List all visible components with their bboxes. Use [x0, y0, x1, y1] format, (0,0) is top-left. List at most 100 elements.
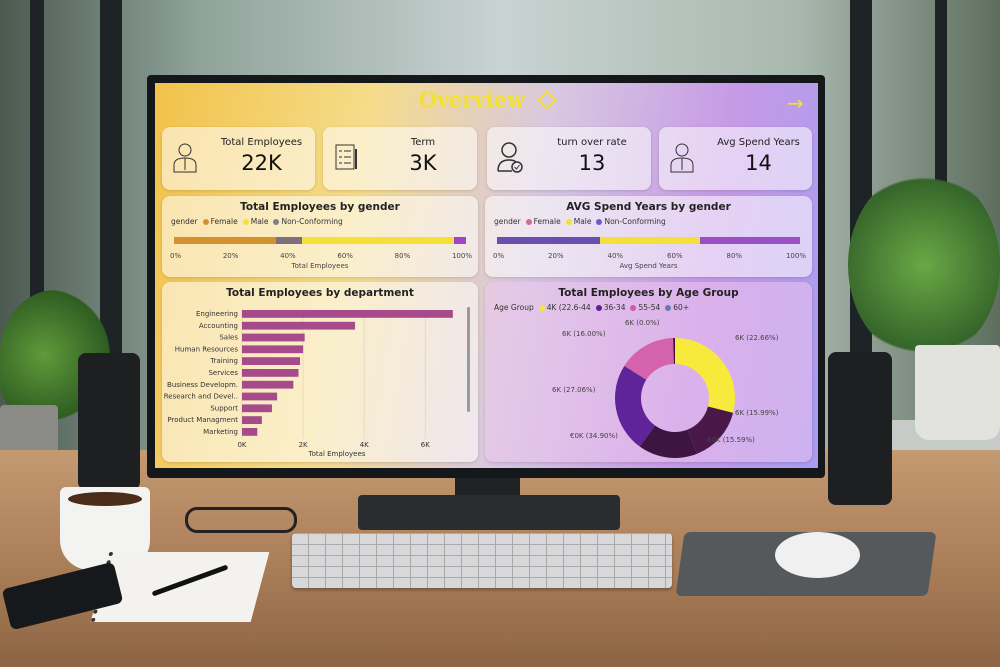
donut-slice[interactable]: [639, 425, 698, 458]
chart-employees-by-gender: Total Employees by gender gender Female Ma…: [162, 196, 478, 277]
bar-segment[interactable]: [174, 237, 277, 244]
speaker-left: [78, 353, 140, 490]
tick-label: 40%: [607, 252, 624, 260]
coffee: [68, 492, 142, 506]
legend-item: Male: [573, 217, 592, 226]
legend-title: Age Group: [494, 303, 534, 312]
legend-item: Female: [210, 217, 238, 226]
tick-label: 0%: [493, 252, 505, 260]
chart-title: AVG Spend Years by gender: [566, 201, 731, 213]
category-label: Engineering: [196, 310, 238, 318]
donut-slice[interactable]: [615, 365, 656, 447]
slice-label: 60K (15.59%): [707, 436, 755, 444]
tick-label: 60%: [667, 252, 683, 260]
bar[interactable]: [242, 333, 305, 342]
legend-item: Non-Conforming: [281, 217, 343, 226]
keyboard[interactable]: [292, 533, 672, 588]
slice-label: 6K (15.99%): [735, 409, 779, 417]
chart-legend: Age Group 4K (22.6-44 36-34 55-54 60+: [494, 303, 689, 312]
tick-label: 0%: [170, 252, 182, 260]
department-bar-chart: Engineering Accounting Sales Human Resource…: [164, 309, 453, 458]
bar[interactable]: [242, 321, 356, 330]
tick-label: 20%: [548, 252, 564, 260]
chart-title: Total Employees by Age Group: [558, 287, 739, 299]
donut-slice[interactable]: [673, 338, 675, 365]
legend-item: 55-54: [638, 303, 661, 312]
speaker-right: [828, 352, 892, 505]
category-label: Support: [210, 404, 238, 412]
tick-label: 60%: [337, 252, 353, 260]
tick-label: 80%: [726, 252, 743, 260]
category-label: Product Managment: [167, 416, 238, 424]
legend-item: Non-Conforming: [604, 217, 666, 226]
chart-legend: gender Female Male Non-Conforming: [171, 217, 343, 226]
bar[interactable]: [242, 310, 453, 318]
tick-label: 100%: [785, 252, 806, 260]
plant-pot-right: [915, 345, 1000, 440]
bar[interactable]: [242, 392, 278, 401]
tick-label: 0K: [237, 441, 246, 449]
tick-label: 4K: [360, 441, 369, 449]
bar[interactable]: [242, 404, 272, 413]
category-label: Human Resources: [175, 345, 239, 353]
legend-title: gender: [171, 217, 198, 226]
bar[interactable]: [242, 380, 294, 389]
bar-segment[interactable]: [700, 237, 800, 244]
dashboard-title: Overview: [155, 87, 818, 112]
category-label: Business Developm.: [167, 381, 238, 389]
bar-segment[interactable]: [497, 237, 601, 244]
slice-label: 6K (22.66%): [735, 334, 779, 342]
kpi-label: turn over rate: [557, 137, 627, 148]
kpi-turnover-rate: turn over rate 13: [487, 127, 651, 190]
legend-item: 4K (22.6-44: [546, 303, 591, 312]
kpi-label: Term: [410, 137, 436, 148]
slice-label: €0K (34.90%): [570, 432, 618, 440]
bar-segment[interactable]: [454, 237, 467, 244]
category-label: Accounting: [199, 322, 238, 330]
bar-segment[interactable]: [302, 237, 455, 244]
slice-label: 6K (27.06%): [552, 386, 596, 394]
x-axis-ticks: 0% 20% 40% 60% 80% 100%: [493, 252, 806, 260]
x-axis-label: Total Employees: [291, 262, 349, 270]
donut-slice[interactable]: [687, 406, 734, 454]
bar[interactable]: [242, 428, 258, 436]
bar[interactable]: [242, 345, 304, 354]
tick-label: 20%: [222, 252, 239, 260]
kpi-term: Term 3K: [323, 127, 477, 190]
kpi-value: 14: [745, 151, 772, 175]
arrow-right-icon[interactable]: →: [787, 91, 804, 115]
bar-segment[interactable]: [600, 237, 700, 244]
kpi-label: Total Employees: [220, 137, 303, 148]
kpi-value: 3K: [409, 151, 437, 175]
category-label: Marketing: [203, 428, 238, 436]
age-donut-chart: 6K (22.66%) 6K (15.99%) 60K (15.59%) €0K (3…: [552, 319, 779, 458]
slice-label: 6K (16.00%): [562, 330, 606, 338]
tick-label: 2K: [299, 441, 308, 449]
legend-title: gender: [494, 217, 521, 226]
legend-item: Female: [533, 217, 561, 226]
chart-title: Total Employees by gender: [240, 201, 400, 213]
employee-icon: [173, 143, 197, 173]
x-axis-label: Total Employees: [308, 450, 366, 458]
donut-slice[interactable]: [624, 338, 674, 380]
dashboard-title-text: Overview: [418, 87, 526, 112]
kpi-value: 22K: [241, 151, 282, 175]
x-axis-label: Avg Spend Years: [619, 262, 678, 270]
tick-label: 6K: [421, 441, 430, 449]
bar[interactable]: [242, 369, 299, 377]
bar[interactable]: [242, 357, 301, 365]
donut-slice[interactable]: [675, 338, 735, 413]
scrollbar[interactable]: [467, 307, 470, 412]
bar[interactable]: [242, 416, 262, 424]
category-label: Sales: [219, 334, 238, 342]
kpi-total-employees: Total Employees 22K: [162, 127, 315, 190]
category-label: Research and Devel..: [164, 393, 238, 401]
chart-avg-spend-by-gender: AVG Spend Years by gender gender Female Ma…: [485, 196, 812, 277]
x-axis-ticks: 0% 20% 40% 60% 80% 100%: [170, 252, 472, 260]
mouse[interactable]: [775, 532, 860, 578]
user-check-icon: [497, 142, 523, 173]
chart-employees-by-department: Total Employees by department Engineerin…: [162, 282, 478, 462]
bar-segment[interactable]: [276, 237, 303, 244]
employee-icon: [670, 143, 694, 173]
chart-legend: gender Female Male Non-Conforming: [494, 217, 666, 226]
